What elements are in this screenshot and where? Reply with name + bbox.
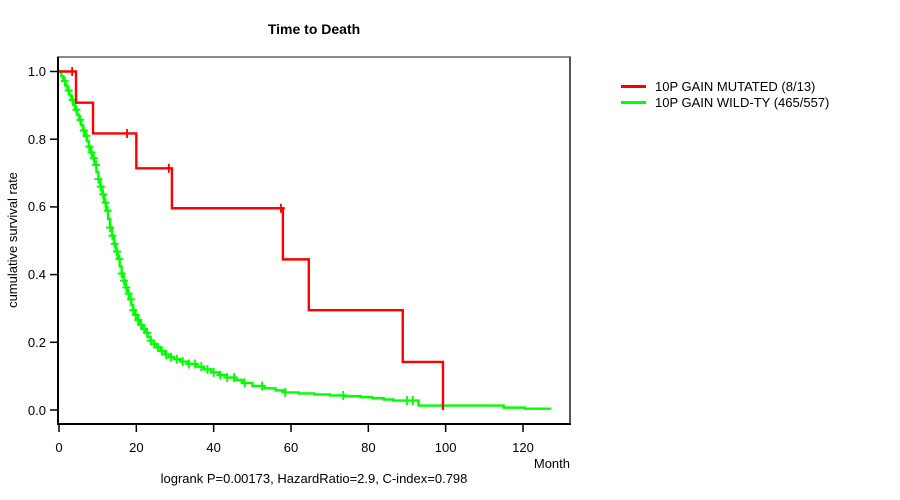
y-tick-label: 0.6 [27,199,46,215]
censor-ticks [68,67,285,213]
x-tick-label: 20 [129,440,144,455]
x-tick-label: 80 [361,440,376,455]
y-tick-label: 0.4 [27,267,46,283]
km-curve [59,70,445,410]
x-tick-label: 60 [283,440,299,455]
y-tick-label: 1.0 [27,64,46,79]
stats-caption: logrank P=0.00173, HazardRatio=2.9, C-in… [160,471,468,486]
km-curve [59,70,552,410]
legend: 10P GAIN MUTATED (8/13) 10P GAIN WILD-TY … [621,79,829,111]
legend-label: 10P GAIN WILD-TY (465/557) [655,95,830,110]
x-axis-label: Month [533,456,570,471]
legend-label: 10P GAIN MUTATED (8/13) [655,79,816,94]
y-tick-label: 0.2 [27,334,46,350]
y-axis-label: cumulative survival rate [5,172,20,308]
censor-ticks [60,76,417,406]
y-tick-label: 0.0 [27,402,46,418]
x-tick-label: 100 [434,440,457,455]
legend-line-swatch [621,85,646,88]
y-tick-label: 0.8 [27,131,46,147]
chart-title: Time to Death [267,21,361,37]
x-tick-label: 0 [55,440,63,455]
x-tick-label: 40 [206,440,221,455]
legend-line-swatch [621,101,646,104]
x-tick-label: 120 [512,440,534,455]
legend-entry: 10P GAIN MUTATED (8/13) [621,79,829,94]
legend-entry: 10P GAIN WILD-TY (465/557) [621,95,829,110]
